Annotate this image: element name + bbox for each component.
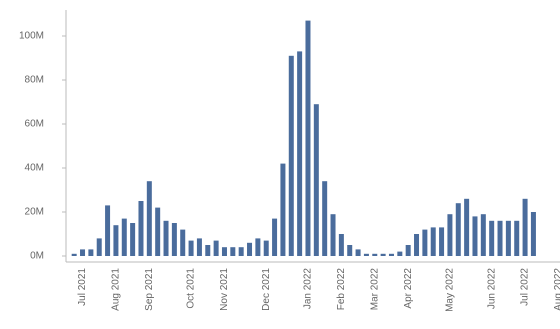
x-tick-label: Jun 2022 — [486, 268, 497, 310]
bar — [422, 229, 428, 256]
x-tick-label: Apr 2022 — [403, 268, 414, 309]
bar — [280, 163, 286, 256]
bar — [71, 253, 77, 256]
bar — [363, 253, 369, 256]
bar — [489, 220, 495, 256]
y-tick-label: 60M — [25, 119, 44, 130]
bar — [138, 201, 144, 256]
bar — [439, 227, 445, 256]
y-tick-label: 40M — [25, 163, 44, 174]
bar — [355, 249, 361, 256]
bar — [347, 245, 353, 256]
bar — [380, 253, 386, 256]
bar — [205, 245, 211, 256]
x-tick-label: Nov 2021 — [219, 268, 230, 311]
x-tick-label: Aug 2022 — [553, 268, 560, 311]
bar — [96, 238, 102, 256]
bar — [171, 223, 177, 256]
bar — [455, 203, 461, 256]
bar — [80, 249, 86, 256]
x-tick-label: Mar 2022 — [369, 268, 380, 311]
bar — [414, 234, 420, 256]
y-tick-label: 100M — [19, 31, 44, 42]
bar — [163, 220, 169, 256]
bar — [196, 238, 202, 256]
bar — [330, 214, 336, 256]
x-tick-label: Feb 2022 — [336, 268, 347, 311]
bar — [130, 223, 136, 256]
bar — [263, 240, 269, 256]
bar — [322, 181, 328, 256]
bar — [105, 205, 111, 256]
y-tick-label: 20M — [25, 207, 44, 218]
bar — [514, 220, 520, 256]
x-tick-label: Oct 2021 — [186, 268, 197, 309]
bar — [180, 229, 186, 256]
bar — [472, 216, 478, 256]
bar — [505, 220, 511, 256]
bar — [497, 220, 503, 256]
x-tick-label: Jan 2022 — [303, 268, 314, 310]
bar — [113, 225, 119, 256]
x-tick-label: Dec 2021 — [261, 268, 272, 311]
bar — [530, 212, 536, 256]
x-tick-label: May 2022 — [445, 268, 456, 312]
x-tick-label: Sep 2021 — [144, 268, 155, 311]
bar — [221, 247, 227, 256]
bar — [405, 245, 411, 256]
bar — [430, 227, 436, 256]
x-tick-label: Jul 2021 — [77, 268, 88, 306]
bar — [522, 198, 528, 256]
bar — [238, 247, 244, 256]
bar — [247, 242, 253, 256]
bar — [288, 55, 294, 256]
y-tick-label: 80M — [25, 75, 44, 86]
bar — [146, 181, 152, 256]
bar — [213, 240, 219, 256]
bar — [297, 51, 303, 257]
bar — [255, 238, 261, 256]
bar — [121, 218, 127, 256]
bar — [464, 198, 470, 256]
bar — [188, 240, 194, 256]
bar — [155, 207, 161, 256]
x-tick-label: Jul 2022 — [520, 268, 531, 306]
bar — [372, 253, 378, 256]
bar — [397, 251, 403, 256]
bar — [388, 253, 394, 256]
bar — [305, 20, 311, 256]
bar — [313, 104, 319, 256]
bar — [447, 214, 453, 256]
bar — [272, 218, 278, 256]
y-tick-label: 0M — [30, 251, 44, 262]
x-tick-label: Aug 2021 — [111, 268, 122, 311]
bar — [338, 234, 344, 256]
bar — [480, 214, 486, 256]
bar — [230, 247, 236, 256]
bar — [88, 249, 94, 256]
